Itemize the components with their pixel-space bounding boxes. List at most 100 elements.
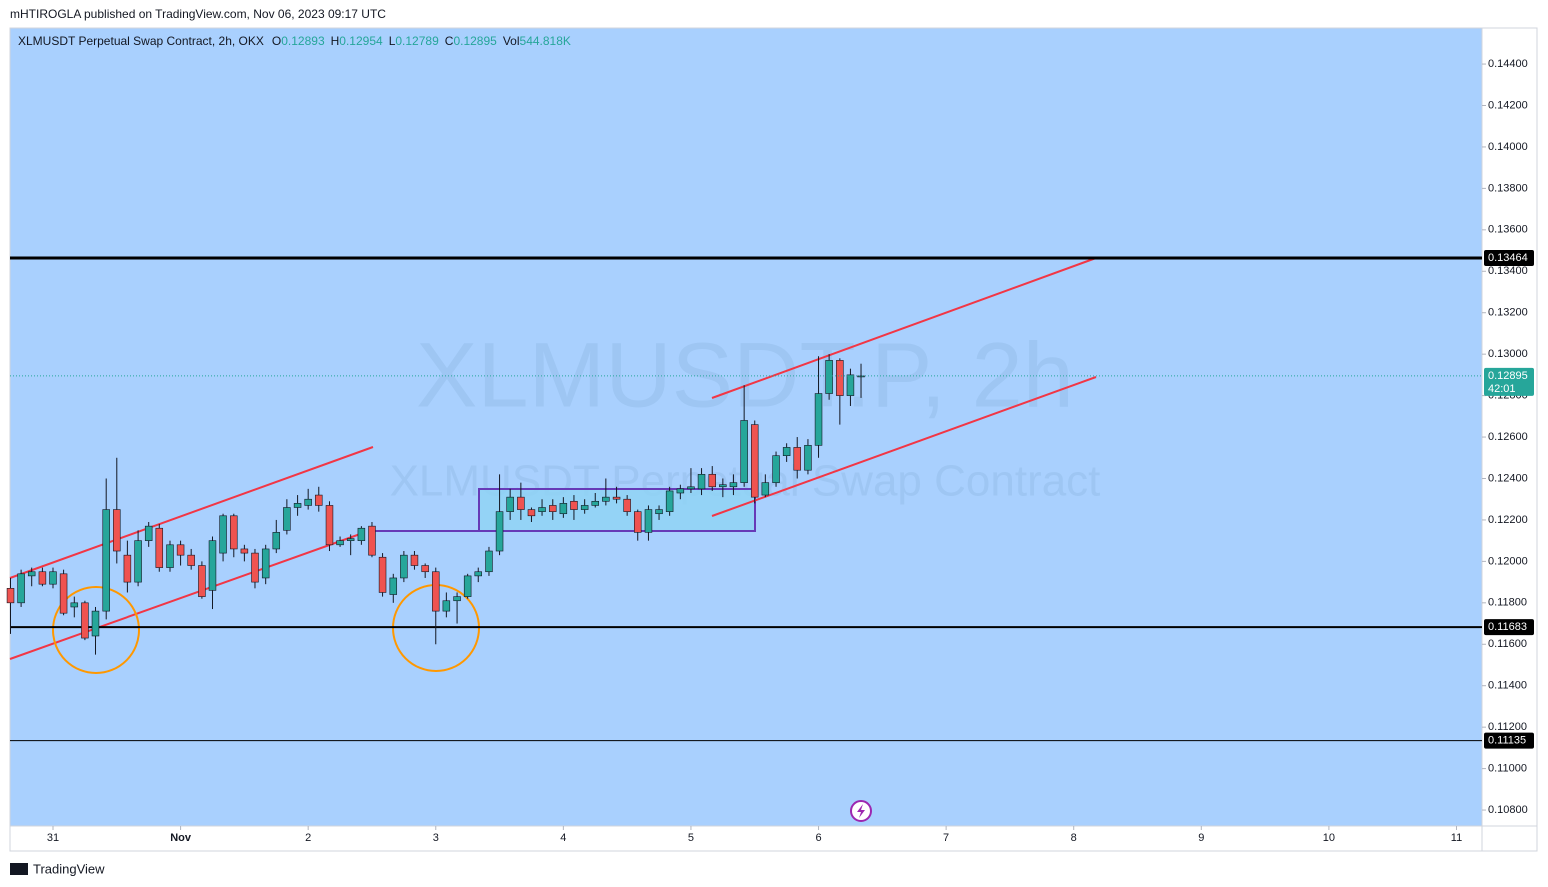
level-label-box bbox=[1484, 732, 1534, 749]
candle-body bbox=[346, 538, 355, 541]
y-tick-label: 0.13600 bbox=[1488, 224, 1528, 236]
x-tick-label: 3 bbox=[433, 832, 439, 844]
candle-body bbox=[283, 507, 291, 531]
candle-body bbox=[538, 507, 546, 512]
y-tick-label: 0.11600 bbox=[1488, 638, 1527, 650]
legend-field-value: 0.12789 bbox=[395, 34, 439, 48]
candle-body bbox=[27, 571, 36, 577]
candle-body bbox=[517, 496, 525, 510]
level-label: 0.11683 bbox=[1488, 621, 1527, 633]
candle-body bbox=[687, 486, 695, 490]
candle-body bbox=[70, 602, 79, 608]
marks bbox=[6, 256, 1482, 742]
candle-body bbox=[442, 600, 451, 612]
candle-body bbox=[421, 565, 429, 573]
candle-body bbox=[750, 424, 759, 498]
candle-body bbox=[336, 540, 344, 546]
candle-body bbox=[676, 488, 685, 494]
watermark-title: XLMUSDT.P, 2h bbox=[416, 324, 1074, 426]
candle-body bbox=[6, 588, 15, 604]
last-price-box bbox=[1484, 367, 1534, 396]
highlight-circle bbox=[52, 586, 140, 674]
x-tick-label: 10 bbox=[1323, 832, 1335, 844]
candle-body bbox=[272, 532, 281, 550]
event-icon-bolt bbox=[857, 804, 865, 818]
candle-body bbox=[729, 482, 738, 488]
candle-body bbox=[836, 360, 844, 396]
candle-body bbox=[708, 474, 716, 488]
frame bbox=[9, 27, 1538, 852]
candle-body bbox=[740, 420, 748, 483]
candle-body bbox=[261, 548, 270, 579]
candle-body bbox=[315, 494, 323, 506]
candle-body bbox=[772, 455, 780, 483]
legend-field-value: 0.12895 bbox=[453, 34, 497, 48]
candle-body bbox=[198, 565, 206, 597]
candle-body bbox=[453, 596, 461, 602]
trend-line bbox=[9, 532, 364, 660]
candle-body bbox=[644, 509, 653, 533]
y-tick-label: 0.13800 bbox=[1488, 182, 1528, 194]
candle-body bbox=[293, 503, 302, 508]
countdown-label: 42:01 bbox=[1488, 383, 1516, 395]
legend-field-label: H bbox=[331, 34, 340, 48]
y-tick-label: 0.12400 bbox=[1488, 472, 1528, 484]
candle-body bbox=[219, 515, 227, 554]
candle-body bbox=[580, 505, 589, 510]
x-tick-label: 7 bbox=[943, 832, 949, 844]
candle-body bbox=[623, 498, 631, 512]
candle-body bbox=[230, 515, 238, 550]
brand: TradingView bbox=[33, 861, 105, 876]
level-label-box bbox=[1484, 250, 1534, 267]
legend-field-value: 0.12893 bbox=[281, 34, 325, 48]
y-tick-label: 0.14200 bbox=[1488, 99, 1528, 111]
x-tick-label: 11 bbox=[1451, 832, 1462, 844]
candle-body bbox=[325, 505, 334, 546]
y-tick-label: 0.14000 bbox=[1488, 141, 1528, 153]
candle-body bbox=[400, 554, 408, 579]
x-tick-label: 4 bbox=[560, 832, 566, 844]
legend-symbol: XLMUSDT Perpetual Swap Contract, 2h, OKX bbox=[18, 34, 264, 48]
candle-body bbox=[633, 511, 642, 533]
candle-body bbox=[857, 375, 865, 378]
last-price-label: 0.12895 bbox=[1488, 370, 1528, 382]
candle-body bbox=[793, 447, 801, 471]
y-tick-label: 0.11000 bbox=[1488, 763, 1527, 775]
candle-body bbox=[591, 500, 599, 506]
level-label-box bbox=[1484, 619, 1534, 636]
legend-field-label: C bbox=[445, 34, 454, 48]
byline: mHTIROGLA published on TradingView.com, … bbox=[10, 7, 386, 21]
candle-body bbox=[102, 509, 110, 612]
candle-body bbox=[155, 527, 164, 568]
candle-body bbox=[782, 447, 791, 456]
candle-body bbox=[378, 556, 387, 593]
candle-body bbox=[187, 554, 195, 566]
candle-body bbox=[134, 540, 142, 583]
y-tick-label: 0.12600 bbox=[1488, 431, 1528, 443]
candle-body bbox=[697, 474, 706, 490]
candle-body bbox=[357, 527, 366, 541]
candle-body bbox=[123, 554, 132, 583]
x-tick-label: 5 bbox=[688, 832, 694, 844]
y-tick-label: 0.13200 bbox=[1488, 307, 1528, 319]
candle-body bbox=[91, 610, 100, 637]
candle-body bbox=[655, 509, 663, 515]
candle-body bbox=[602, 496, 610, 502]
candle-body bbox=[38, 571, 47, 585]
candle-body bbox=[761, 482, 770, 496]
y-tick-label: 0.13400 bbox=[1488, 265, 1528, 277]
candle-body bbox=[612, 496, 621, 500]
y-tick-label: 0.11200 bbox=[1488, 721, 1527, 733]
y-tick-label: 0.13000 bbox=[1488, 348, 1528, 360]
candle-body bbox=[176, 544, 185, 556]
trend-line bbox=[711, 376, 1097, 517]
candle-body bbox=[81, 602, 89, 639]
candle-body bbox=[506, 496, 514, 512]
legend-field-value: 544.818K bbox=[520, 34, 571, 48]
candle-body bbox=[368, 525, 376, 556]
candle-body bbox=[208, 540, 217, 591]
level-label: 0.11135 bbox=[1488, 735, 1526, 747]
candle-body bbox=[144, 525, 153, 541]
candle-body bbox=[251, 552, 259, 583]
